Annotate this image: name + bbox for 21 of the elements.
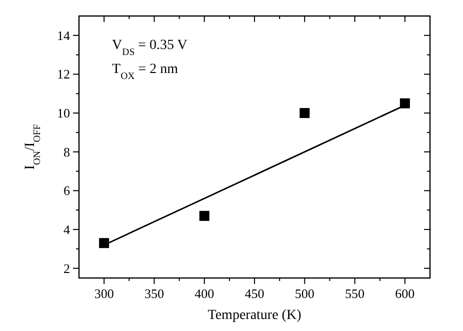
y-tick-label: 2 (64, 260, 70, 276)
point (199, 210, 210, 221)
x-tick-label: 400 (194, 286, 214, 301)
point (300, 108, 310, 118)
x-tick-label: 550 (345, 286, 365, 301)
x-tick-label: 600 (395, 286, 415, 301)
y-tick-label: 6 (64, 183, 70, 198)
annotation: V$_{DS}$ = 0.35 V (112, 38, 188, 58)
x-tick-label: 450 (244, 286, 264, 301)
y-tick-label: 4 (64, 222, 70, 237)
point (400, 98, 410, 108)
y-tick-label: 8 (64, 144, 70, 160)
annotation: T$_{OX}$ = 2 nm (112, 62, 178, 82)
x-axis-title: Temperature (K) (208, 308, 302, 323)
y-tick-label: 10 (57, 106, 70, 121)
point (99, 238, 110, 248)
x-tick-label: 500 (294, 286, 314, 301)
y-tick-label: 12 (57, 66, 70, 82)
x-tick-label: 300 (94, 286, 114, 301)
x-tick-label: 350 (144, 286, 164, 301)
y-tick-label: 14 (57, 28, 70, 43)
